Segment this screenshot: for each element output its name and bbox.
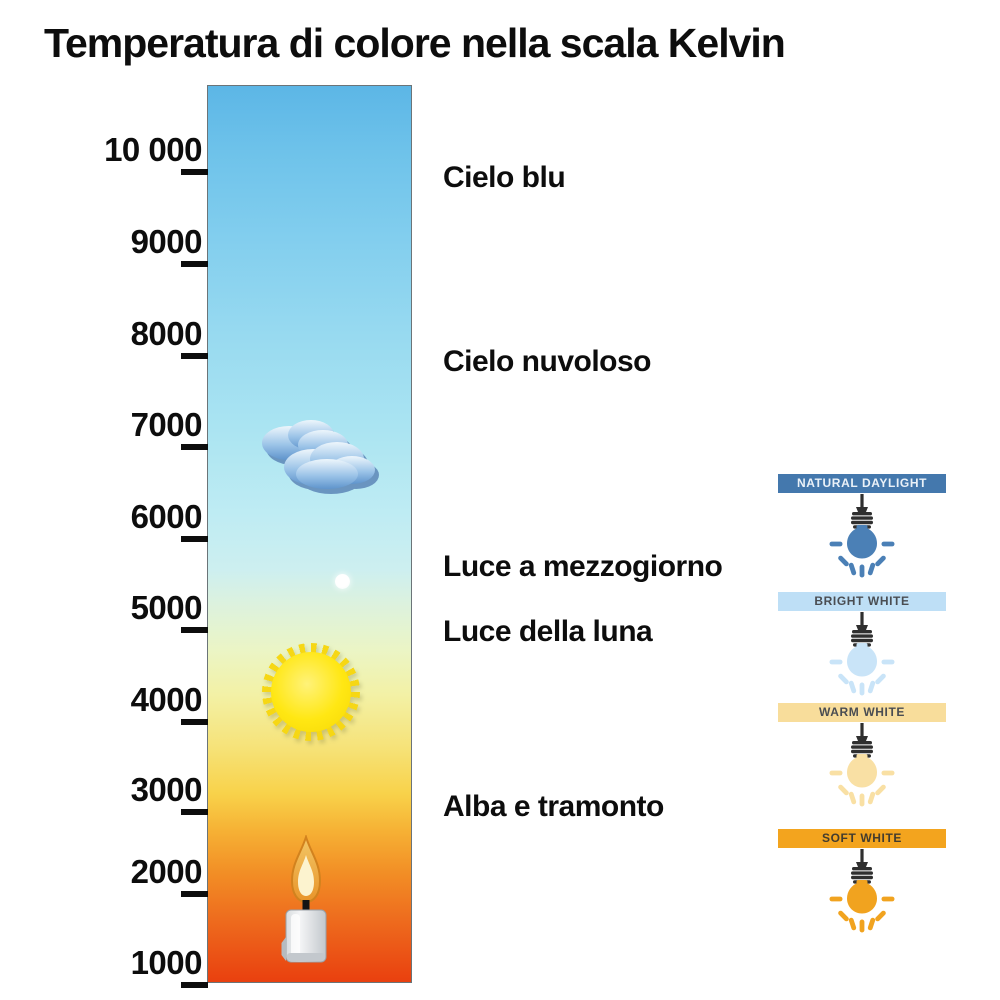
kelvin-tick-mark xyxy=(181,719,208,725)
kelvin-tick-label: 9000 xyxy=(130,223,203,260)
bulb-card-banner: NATURAL DAYLIGHT xyxy=(778,474,946,493)
bulb-card: SOFT WHITE xyxy=(778,829,946,945)
bar-annotation: Luce della luna xyxy=(443,615,653,648)
page-title: Temperatura di colore nella scala Kelvin xyxy=(44,20,786,66)
bar-annotation: Alba e tramonto xyxy=(443,790,664,823)
kelvin-tick-label: 5000 xyxy=(130,589,203,626)
kelvin-gradient-bar xyxy=(207,85,412,983)
kelvin-tick-label: 3000 xyxy=(130,771,203,808)
bulb-card-banner: WARM WHITE xyxy=(778,703,946,722)
clouds-icon xyxy=(262,420,379,494)
kelvin-tick-label: 4000 xyxy=(130,681,203,718)
light-bulb-icon xyxy=(829,849,895,933)
kelvin-tick-mark xyxy=(181,891,208,897)
kelvin-tick-label: 10 000 xyxy=(104,131,202,168)
kelvin-tick-mark xyxy=(181,444,208,450)
kelvin-tick-mark xyxy=(181,353,208,359)
moon-dot-icon xyxy=(335,574,350,589)
light-bulb-icon xyxy=(829,612,895,696)
bar-annotation: Luce a mezzogiorno xyxy=(443,550,723,583)
light-bulb-icon xyxy=(829,494,895,578)
candle-icon xyxy=(281,835,327,963)
kelvin-tick-label: 7000 xyxy=(130,406,203,443)
bulb-card: WARM WHITE xyxy=(778,703,946,819)
sun-icon xyxy=(262,643,360,741)
bulb-card-banner: SOFT WHITE xyxy=(778,829,946,848)
kelvin-tick-mark xyxy=(181,169,208,175)
kelvin-tick-label: 2000 xyxy=(130,853,203,890)
bulb-card: NATURAL DAYLIGHT xyxy=(778,474,946,590)
kelvin-tick-mark xyxy=(181,261,208,267)
light-bulb-icon xyxy=(829,723,895,807)
bar-annotation: Cielo nuvoloso xyxy=(443,345,652,378)
kelvin-tick-mark xyxy=(181,982,208,988)
kelvin-tick-mark xyxy=(181,536,208,542)
kelvin-tick-mark xyxy=(181,809,208,815)
kelvin-tick-label: 1000 xyxy=(130,944,203,981)
kelvin-tick-label: 6000 xyxy=(130,498,203,535)
kelvin-tick-mark xyxy=(181,627,208,633)
bulb-card-banner: BRIGHT WHITE xyxy=(778,592,946,611)
bulb-card: BRIGHT WHITE xyxy=(778,592,946,708)
bar-annotation: Cielo blu xyxy=(443,161,566,194)
kelvin-tick-label: 8000 xyxy=(130,315,203,352)
